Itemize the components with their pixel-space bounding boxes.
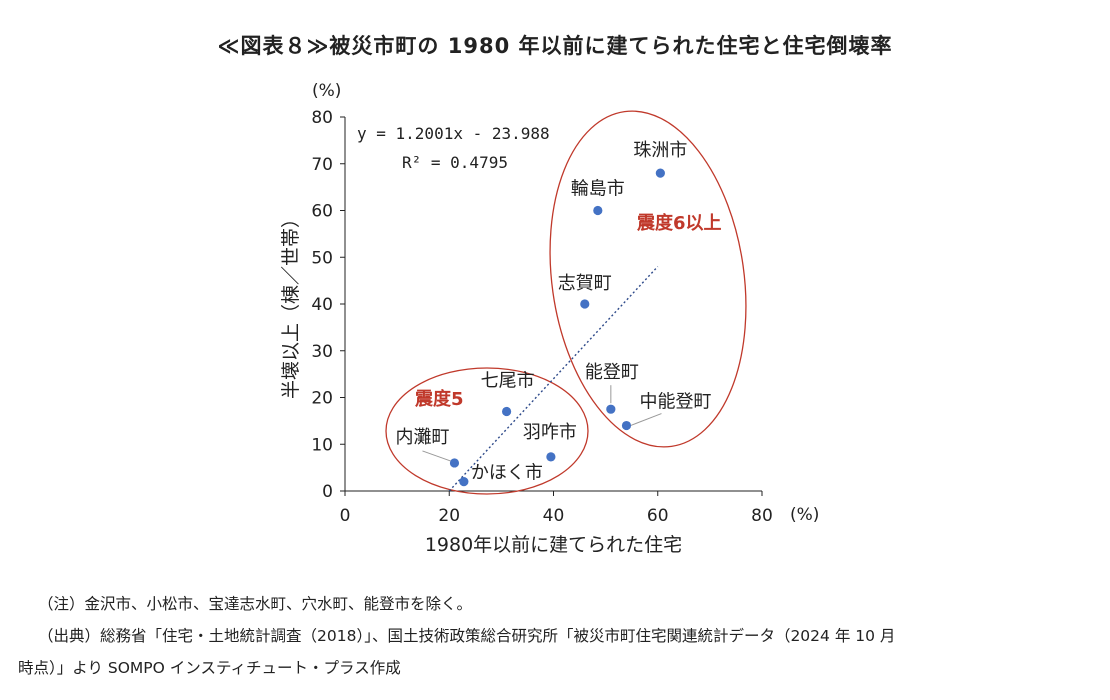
note-source-cont: 時点）」より SOMPO インスティチュート・プラス作成 xyxy=(18,659,401,677)
y-tick-label: 80 xyxy=(311,108,333,128)
group-ellipse-shindo5 xyxy=(385,367,589,495)
y-tick-label: 30 xyxy=(311,342,333,362)
x-unit-label: (%) xyxy=(790,505,819,525)
scatter-chart: 0 10 20 30 40 50 60 70 80 0 20 40 60 80 (%) (%) 1980年以前に… xyxy=(280,81,819,556)
y-tick-label: 0 xyxy=(322,482,333,502)
point-label: かほく市 xyxy=(471,463,543,484)
y-axis-title: 半壊以上（棟／世帯） xyxy=(280,209,302,399)
y-tick-label: 10 xyxy=(311,435,333,455)
y-tick-label: 40 xyxy=(311,295,333,315)
note-exclusion: （注）金沢市、小松市、宝達志水町、穴水町、能登市を除く。 xyxy=(38,595,473,613)
point-label: 珠洲市 xyxy=(633,140,687,161)
data-point xyxy=(621,420,632,431)
data-point xyxy=(606,404,616,414)
data-point xyxy=(593,205,603,216)
note-source: （出典）総務省「住宅・土地統計調査（2018）」、国土技術政策総合研究所「被災市… xyxy=(38,627,896,645)
data-point xyxy=(449,458,460,468)
y-tick-label: 50 xyxy=(311,248,333,268)
x-axis-title: 1980年以前に建てられた住宅 xyxy=(425,534,682,556)
data-point xyxy=(501,406,512,417)
trend-equation: y = 1.2001x - 23.988 xyxy=(357,124,550,143)
point-label: 輪島市 xyxy=(571,179,625,200)
notes: （注）金沢市、小松市、宝達志水町、穴水町、能登市を除く。 （出典）総務省「住宅・… xyxy=(18,588,1098,684)
y-tick-label: 70 xyxy=(311,155,333,175)
point-label: 羽咋市 xyxy=(523,422,577,443)
group-label-shindo5: 震度5 xyxy=(415,388,464,410)
point-label: 志賀町 xyxy=(558,273,612,294)
x-tick-label: 0 xyxy=(340,506,351,526)
point-label: 七尾市 xyxy=(481,371,535,392)
group-label-shindo6: 震度6以上 xyxy=(637,212,722,234)
data-point xyxy=(655,168,665,178)
y-tick-label: 60 xyxy=(311,202,333,222)
x-tick-label: 60 xyxy=(647,506,669,526)
data-point xyxy=(546,452,556,462)
x-tick-label: 40 xyxy=(543,506,565,526)
data-point xyxy=(580,299,590,309)
point-label: 能登町 xyxy=(585,362,639,383)
point-label: 中能登町 xyxy=(639,392,711,413)
point-label: 内灘町 xyxy=(395,427,449,448)
leader-line xyxy=(630,413,662,427)
data-point xyxy=(459,477,469,487)
x-tick-label: 80 xyxy=(751,506,773,526)
group-ellipse-shindo6 xyxy=(549,110,747,448)
y-unit-label: (%) xyxy=(312,81,341,101)
leader-line xyxy=(422,450,451,462)
trendline xyxy=(448,266,659,492)
trend-r2: R² = 0.4795 xyxy=(402,153,508,172)
x-tick-label: 20 xyxy=(438,506,460,526)
chart-title: ≪図表８≫被災市町の 1980 年以前に建てられた住宅と住宅倒壊率 xyxy=(217,34,893,58)
y-tick-label: 20 xyxy=(311,389,333,409)
